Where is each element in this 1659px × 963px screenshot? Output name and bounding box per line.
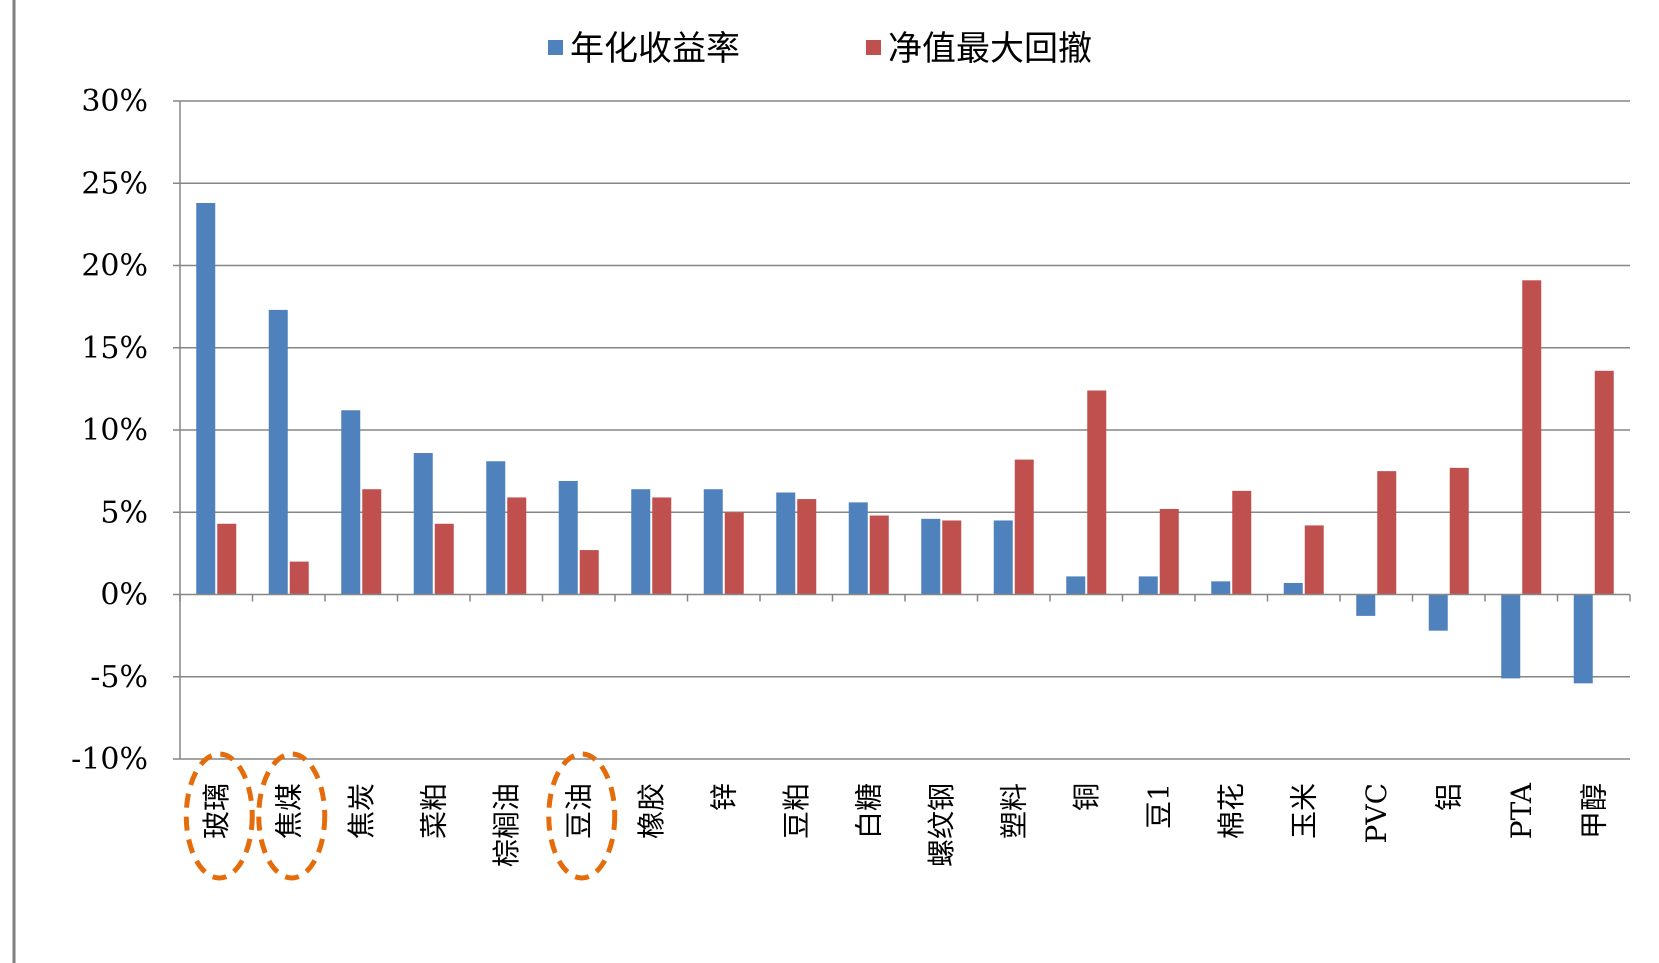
category-label: PVC (1360, 783, 1393, 843)
legend: 年化收益率 净值最大回撤 (548, 29, 1092, 69)
category-label: 棕榈油 (490, 783, 523, 867)
axes (179, 101, 1631, 759)
y-axis-tick-labels: 30% 25% 20% 15% 10% 5% 0% -5% -10% (71, 84, 180, 777)
highlight-ellipse (183, 751, 255, 881)
bar-max-drawdown (507, 497, 527, 595)
y-tick-label: 30% (81, 84, 148, 119)
bar-max-drawdown (869, 515, 889, 595)
bar-max-drawdown (724, 512, 744, 595)
category-label: 棉花 (1215, 783, 1248, 839)
legend-swatch (548, 40, 563, 55)
y-tick-label: -10% (71, 742, 148, 777)
legend-label: 年化收益率 (570, 29, 740, 69)
category-label: 铜 (1070, 783, 1103, 811)
bar-annual-return (776, 492, 796, 595)
category-label: 螺纹钢 (925, 783, 958, 867)
bar-max-drawdown (217, 523, 237, 595)
category-label: 豆油 (562, 783, 595, 839)
highlight-ellipses (183, 751, 618, 881)
category-label: 玉米 (1287, 783, 1320, 839)
bar-max-drawdown (579, 550, 599, 595)
bar-max-drawdown (797, 499, 817, 595)
highlight-ellipse (546, 751, 618, 881)
bar-max-drawdown (1522, 280, 1542, 595)
category-label: 菜粕 (417, 783, 450, 839)
category-label: 锌 (707, 783, 740, 811)
y-tick-label: 10% (81, 413, 148, 448)
category-label: 白糖 (852, 783, 885, 839)
highlight-ellipse (256, 751, 328, 881)
bar-annual-return (1283, 582, 1303, 595)
bar-annual-return (1211, 581, 1231, 595)
bars (196, 202, 1614, 684)
y-tick-label: 15% (81, 331, 148, 366)
x-axis-category-labels: 玻璃 焦煤 焦炭 菜粕 棕榈油 豆油 橡胶 锌 豆粕 白糖 螺纹钢 塑料 铜 豆1 棉花 玉米 PVC 铝 PTA 甲… (200, 782, 1611, 867)
bar-annual-return (558, 480, 578, 595)
bar-annual-return (1501, 594, 1521, 679)
bar-max-drawdown (434, 523, 454, 595)
bar-max-drawdown (1014, 459, 1034, 595)
y-tick-label: 25% (81, 166, 148, 201)
bar-annual-return (1138, 576, 1158, 595)
bar-annual-return (848, 502, 868, 595)
bar-annual-return (993, 520, 1013, 595)
bar-annual-return (631, 489, 651, 595)
bar-max-drawdown (1594, 370, 1614, 595)
y-tick-label: -5% (90, 660, 148, 695)
category-label: 豆粕 (780, 783, 813, 839)
bar-max-drawdown (652, 497, 672, 595)
category-label: 甲醇 (1577, 783, 1610, 839)
category-label: 豆1 (1142, 783, 1175, 829)
bar-annual-return (1573, 594, 1593, 684)
category-label: PTA (1505, 782, 1538, 839)
bar-max-drawdown (1304, 525, 1324, 595)
bar-max-drawdown (289, 561, 309, 595)
category-label: 玻璃 (200, 783, 233, 839)
bar-annual-return (703, 489, 723, 595)
category-label: 塑料 (997, 783, 1030, 839)
bar-annual-return (341, 410, 361, 595)
bar-max-drawdown (1159, 508, 1179, 595)
category-label: 橡胶 (635, 783, 668, 839)
bar-annual-return (486, 461, 506, 595)
legend-label: 净值最大回撤 (888, 29, 1092, 69)
bar-max-drawdown (362, 489, 382, 595)
y-tick-label: 20% (81, 249, 148, 284)
bar-max-drawdown (942, 520, 962, 595)
bar-annual-return (196, 202, 216, 595)
bar-annual-return (268, 309, 288, 595)
category-label: 铝 (1432, 783, 1465, 811)
bar-annual-return (921, 518, 941, 595)
y-tick-label: 5% (100, 495, 148, 530)
bar-max-drawdown (1087, 390, 1107, 595)
bar-max-drawdown (1377, 471, 1397, 595)
category-label: 焦煤 (272, 783, 305, 839)
bar-annual-return (1066, 576, 1086, 595)
bar-annual-return (413, 453, 433, 595)
category-label: 焦炭 (345, 783, 378, 839)
bar-annual-return (1356, 594, 1376, 616)
bar-annual-return (1428, 594, 1448, 631)
bar-max-drawdown (1449, 467, 1469, 595)
y-tick-label: 0% (100, 578, 148, 613)
legend-swatch (866, 40, 881, 55)
bar-max-drawdown (1232, 490, 1252, 595)
